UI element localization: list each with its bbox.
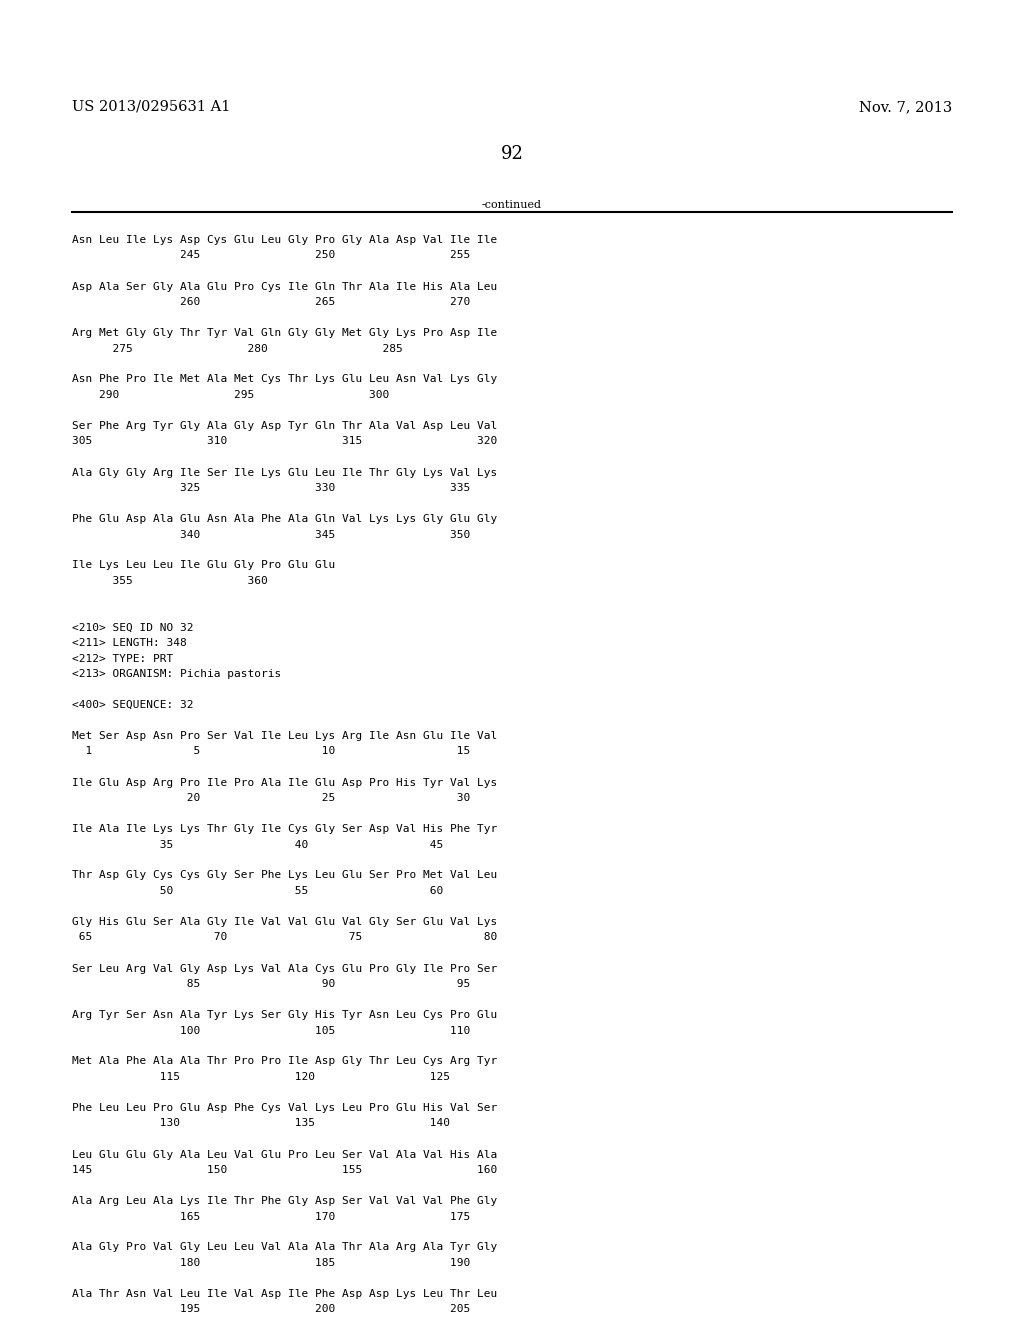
- Text: Ile Glu Asp Arg Pro Ile Pro Ala Ile Glu Asp Pro His Tyr Val Lys: Ile Glu Asp Arg Pro Ile Pro Ala Ile Glu …: [72, 777, 498, 788]
- Text: <212> TYPE: PRT: <212> TYPE: PRT: [72, 653, 173, 664]
- Text: 115                 120                 125: 115 120 125: [72, 1072, 450, 1082]
- Text: 260                 265                 270: 260 265 270: [72, 297, 470, 308]
- Text: Phe Leu Leu Pro Glu Asp Phe Cys Val Lys Leu Pro Glu His Val Ser: Phe Leu Leu Pro Glu Asp Phe Cys Val Lys …: [72, 1104, 498, 1113]
- Text: 145                 150                 155                 160: 145 150 155 160: [72, 1166, 498, 1175]
- Text: Nov. 7, 2013: Nov. 7, 2013: [859, 100, 952, 114]
- Text: Ile Ala Ile Lys Lys Thr Gly Ile Cys Gly Ser Asp Val His Phe Tyr: Ile Ala Ile Lys Lys Thr Gly Ile Cys Gly …: [72, 824, 498, 834]
- Text: 165                 170                 175: 165 170 175: [72, 1212, 470, 1221]
- Text: Ser Phe Arg Tyr Gly Ala Gly Asp Tyr Gln Thr Ala Val Asp Leu Val: Ser Phe Arg Tyr Gly Ala Gly Asp Tyr Gln …: [72, 421, 498, 432]
- Text: Ala Thr Asn Val Leu Ile Val Asp Ile Phe Asp Asp Lys Leu Thr Leu: Ala Thr Asn Val Leu Ile Val Asp Ile Phe …: [72, 1290, 498, 1299]
- Text: Ile Lys Leu Leu Ile Glu Gly Pro Glu Glu: Ile Lys Leu Leu Ile Glu Gly Pro Glu Glu: [72, 561, 335, 570]
- Text: Met Ser Asp Asn Pro Ser Val Ile Leu Lys Arg Ile Asn Glu Ile Val: Met Ser Asp Asn Pro Ser Val Ile Leu Lys …: [72, 731, 498, 741]
- Text: Asp Ala Ser Gly Ala Glu Pro Cys Ile Gln Thr Ala Ile His Ala Leu: Asp Ala Ser Gly Ala Glu Pro Cys Ile Gln …: [72, 281, 498, 292]
- Text: 355                 360: 355 360: [72, 576, 267, 586]
- Text: Ala Arg Leu Ala Lys Ile Thr Phe Gly Asp Ser Val Val Val Phe Gly: Ala Arg Leu Ala Lys Ile Thr Phe Gly Asp …: [72, 1196, 498, 1206]
- Text: <211> LENGTH: 348: <211> LENGTH: 348: [72, 638, 186, 648]
- Text: 290                 295                 300: 290 295 300: [72, 389, 389, 400]
- Text: <213> ORGANISM: Pichia pastoris: <213> ORGANISM: Pichia pastoris: [72, 669, 282, 678]
- Text: 340                 345                 350: 340 345 350: [72, 529, 470, 540]
- Text: Arg Met Gly Gly Thr Tyr Val Gln Gly Gly Met Gly Lys Pro Asp Ile: Arg Met Gly Gly Thr Tyr Val Gln Gly Gly …: [72, 327, 498, 338]
- Text: Arg Tyr Ser Asn Ala Tyr Lys Ser Gly His Tyr Asn Leu Cys Pro Glu: Arg Tyr Ser Asn Ala Tyr Lys Ser Gly His …: [72, 1010, 498, 1020]
- Text: US 2013/0295631 A1: US 2013/0295631 A1: [72, 100, 230, 114]
- Text: <400> SEQUENCE: 32: <400> SEQUENCE: 32: [72, 700, 194, 710]
- Text: 100                 105                 110: 100 105 110: [72, 1026, 470, 1035]
- Text: Asn Phe Pro Ile Met Ala Met Cys Thr Lys Glu Leu Asn Val Lys Gly: Asn Phe Pro Ile Met Ala Met Cys Thr Lys …: [72, 375, 498, 384]
- Text: Asn Leu Ile Lys Asp Cys Glu Leu Gly Pro Gly Ala Asp Val Ile Ile: Asn Leu Ile Lys Asp Cys Glu Leu Gly Pro …: [72, 235, 498, 246]
- Text: <210> SEQ ID NO 32: <210> SEQ ID NO 32: [72, 623, 194, 632]
- Text: Ala Gly Pro Val Gly Leu Leu Val Ala Ala Thr Ala Arg Ala Tyr Gly: Ala Gly Pro Val Gly Leu Leu Val Ala Ala …: [72, 1242, 498, 1253]
- Text: 245                 250                 255: 245 250 255: [72, 251, 470, 260]
- Text: 85                  90                  95: 85 90 95: [72, 979, 470, 989]
- Text: 180                 185                 190: 180 185 190: [72, 1258, 470, 1269]
- Text: Met Ala Phe Ala Ala Thr Pro Pro Ile Asp Gly Thr Leu Cys Arg Tyr: Met Ala Phe Ala Ala Thr Pro Pro Ile Asp …: [72, 1056, 498, 1067]
- Text: 20                  25                  30: 20 25 30: [72, 793, 470, 803]
- Text: 305                 310                 315                 320: 305 310 315 320: [72, 437, 498, 446]
- Text: Phe Glu Asp Ala Glu Asn Ala Phe Ala Gln Val Lys Lys Gly Glu Gly: Phe Glu Asp Ala Glu Asn Ala Phe Ala Gln …: [72, 513, 498, 524]
- Text: 130                 135                 140: 130 135 140: [72, 1118, 450, 1129]
- Text: Gly His Glu Ser Ala Gly Ile Val Val Glu Val Gly Ser Glu Val Lys: Gly His Glu Ser Ala Gly Ile Val Val Glu …: [72, 917, 498, 927]
- Text: 325                 330                 335: 325 330 335: [72, 483, 470, 492]
- Text: Ser Leu Arg Val Gly Asp Lys Val Ala Cys Glu Pro Gly Ile Pro Ser: Ser Leu Arg Val Gly Asp Lys Val Ala Cys …: [72, 964, 498, 974]
- Text: 1               5                  10                  15: 1 5 10 15: [72, 747, 470, 756]
- Text: Ala Gly Gly Arg Ile Ser Ile Lys Glu Leu Ile Thr Gly Lys Val Lys: Ala Gly Gly Arg Ile Ser Ile Lys Glu Leu …: [72, 467, 498, 478]
- Text: 50                  55                  60: 50 55 60: [72, 886, 443, 896]
- Text: 35                  40                  45: 35 40 45: [72, 840, 443, 850]
- Text: 195                 200                 205: 195 200 205: [72, 1304, 470, 1315]
- Text: -continued: -continued: [482, 201, 542, 210]
- Text: Thr Asp Gly Cys Cys Gly Ser Phe Lys Leu Glu Ser Pro Met Val Leu: Thr Asp Gly Cys Cys Gly Ser Phe Lys Leu …: [72, 870, 498, 880]
- Text: Leu Glu Glu Gly Ala Leu Val Glu Pro Leu Ser Val Ala Val His Ala: Leu Glu Glu Gly Ala Leu Val Glu Pro Leu …: [72, 1150, 498, 1159]
- Text: 65                  70                  75                  80: 65 70 75 80: [72, 932, 498, 942]
- Text: 275                 280                 285: 275 280 285: [72, 343, 402, 354]
- Text: 92: 92: [501, 145, 523, 162]
